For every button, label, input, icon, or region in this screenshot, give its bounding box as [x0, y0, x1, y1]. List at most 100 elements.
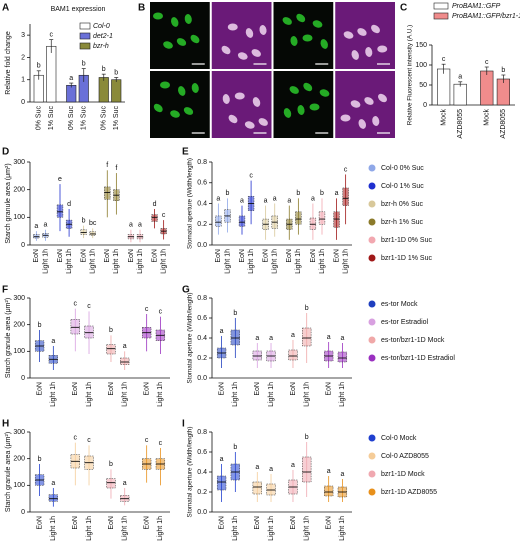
- x-tick-label: Light 1h: [339, 382, 346, 407]
- significance-letter: b: [38, 456, 42, 463]
- legend-label: Col-0 Mock: [381, 435, 417, 442]
- significance-letter: a: [255, 335, 259, 342]
- x-tick-label: EoN: [310, 249, 317, 263]
- x-tick-label: Light 1h: [66, 249, 73, 274]
- bar: [66, 84, 77, 103]
- y-tick-label: 0.2: [197, 489, 207, 496]
- legend-label: det2-1: [93, 33, 113, 40]
- box: [342, 187, 349, 206]
- bar: [453, 83, 467, 106]
- y-tick-label: 100: [13, 482, 25, 489]
- box: [230, 329, 240, 346]
- significance-letter: b: [102, 66, 106, 73]
- guard-cell: [251, 49, 261, 57]
- legend-label: bzr-h: [93, 43, 109, 50]
- significance-letter: b: [233, 444, 237, 451]
- legend-marker: [368, 470, 376, 478]
- x-tick-label: Light 1h: [342, 249, 349, 274]
- significance-letter: a: [51, 480, 55, 487]
- y-tick-label: 50: [419, 82, 427, 89]
- legend-swatch: [433, 12, 449, 20]
- guard-cell: [340, 114, 351, 122]
- significance-letter: a: [255, 464, 259, 471]
- box: [84, 325, 94, 339]
- guard-cell: [290, 36, 298, 46]
- significance-letter: a: [123, 343, 127, 350]
- bar: [46, 45, 57, 103]
- significance-letter: a: [458, 74, 462, 81]
- box: [302, 327, 312, 347]
- significance-letter: a: [291, 462, 295, 469]
- guard-cell: [258, 118, 268, 126]
- bar: [480, 70, 494, 106]
- y-tick-label: 100: [415, 62, 427, 69]
- x-tick-label: EoN: [33, 249, 40, 263]
- significance-letter: b: [305, 305, 309, 312]
- guard-cell: [171, 17, 179, 27]
- box: [252, 481, 262, 495]
- y-tick-label: 300: [13, 159, 25, 166]
- significance-letter: b: [305, 434, 309, 441]
- guard-cell: [221, 45, 231, 55]
- guard-cell: [170, 110, 180, 118]
- y-axis-label: Stomatal aperture (Width/length): [187, 158, 194, 249]
- significance-letter: c: [87, 437, 91, 444]
- y-tick-label: 0.0: [197, 242, 207, 249]
- x-tick-label: EoN: [144, 382, 151, 396]
- guard-cell: [319, 89, 330, 97]
- x-tick-label: EoN: [290, 382, 297, 396]
- guard-cell: [160, 81, 170, 89]
- legend-label: es-tor Estradiol: [381, 319, 429, 326]
- x-tick-label: 1% Suc: [113, 106, 120, 131]
- guard-cell: [234, 92, 245, 100]
- legend-marker: [368, 164, 376, 172]
- significance-letter: b: [320, 190, 324, 197]
- bar: [437, 68, 451, 106]
- y-tick-label: 200: [13, 456, 25, 463]
- legend-marker: [368, 182, 376, 190]
- y-tick-label: 0.6: [197, 180, 207, 187]
- legend-swatch: [79, 32, 91, 40]
- significance-letter: a: [129, 222, 133, 229]
- x-tick-label: Light 1h: [339, 516, 346, 541]
- legend-marker: [368, 336, 376, 344]
- x-tick-label: EoN: [144, 516, 151, 530]
- bar: [98, 77, 109, 103]
- guard-cell: [282, 17, 292, 25]
- legend-label: es-tor Mock: [381, 301, 418, 308]
- y-tick-label: 300: [13, 429, 25, 436]
- x-tick-label: Light 1h: [304, 382, 311, 407]
- x-tick-label: EoN: [36, 382, 43, 396]
- significance-letter: a: [335, 190, 339, 197]
- x-tick-label: EoN: [326, 516, 333, 530]
- guard-cell: [372, 116, 380, 126]
- y-tick-label: 2: [21, 54, 25, 61]
- box: [333, 211, 340, 228]
- x-tick-label: Light 1h: [86, 516, 93, 541]
- significance-letter: a: [240, 197, 244, 204]
- legend-marker: [368, 354, 376, 362]
- significance-letter: a: [220, 328, 224, 335]
- micrograph: [273, 2, 334, 69]
- x-tick-label: EoN: [72, 382, 79, 396]
- box: [337, 351, 348, 363]
- guard-cell: [183, 107, 194, 115]
- x-tick-label: Light 1h: [50, 516, 57, 541]
- guard-cell: [163, 41, 173, 49]
- significance-letter: b: [37, 63, 41, 70]
- x-tick-label: AZD8055: [500, 109, 507, 139]
- legend-marker: [368, 236, 376, 244]
- legend-marker: [368, 488, 376, 496]
- significance-letter: b: [233, 310, 237, 317]
- guard-cell: [309, 103, 320, 111]
- box: [151, 214, 158, 222]
- panel-letter: I: [182, 419, 185, 430]
- significance-letter: a: [216, 195, 220, 202]
- legend-marker: [368, 318, 376, 326]
- y-tick-label: 0.2: [197, 355, 207, 362]
- significance-letter: a: [138, 222, 142, 229]
- micrograph: [273, 71, 334, 138]
- x-tick-label: EoN: [218, 382, 225, 396]
- box: [120, 357, 130, 365]
- significance-letter: e: [58, 176, 62, 183]
